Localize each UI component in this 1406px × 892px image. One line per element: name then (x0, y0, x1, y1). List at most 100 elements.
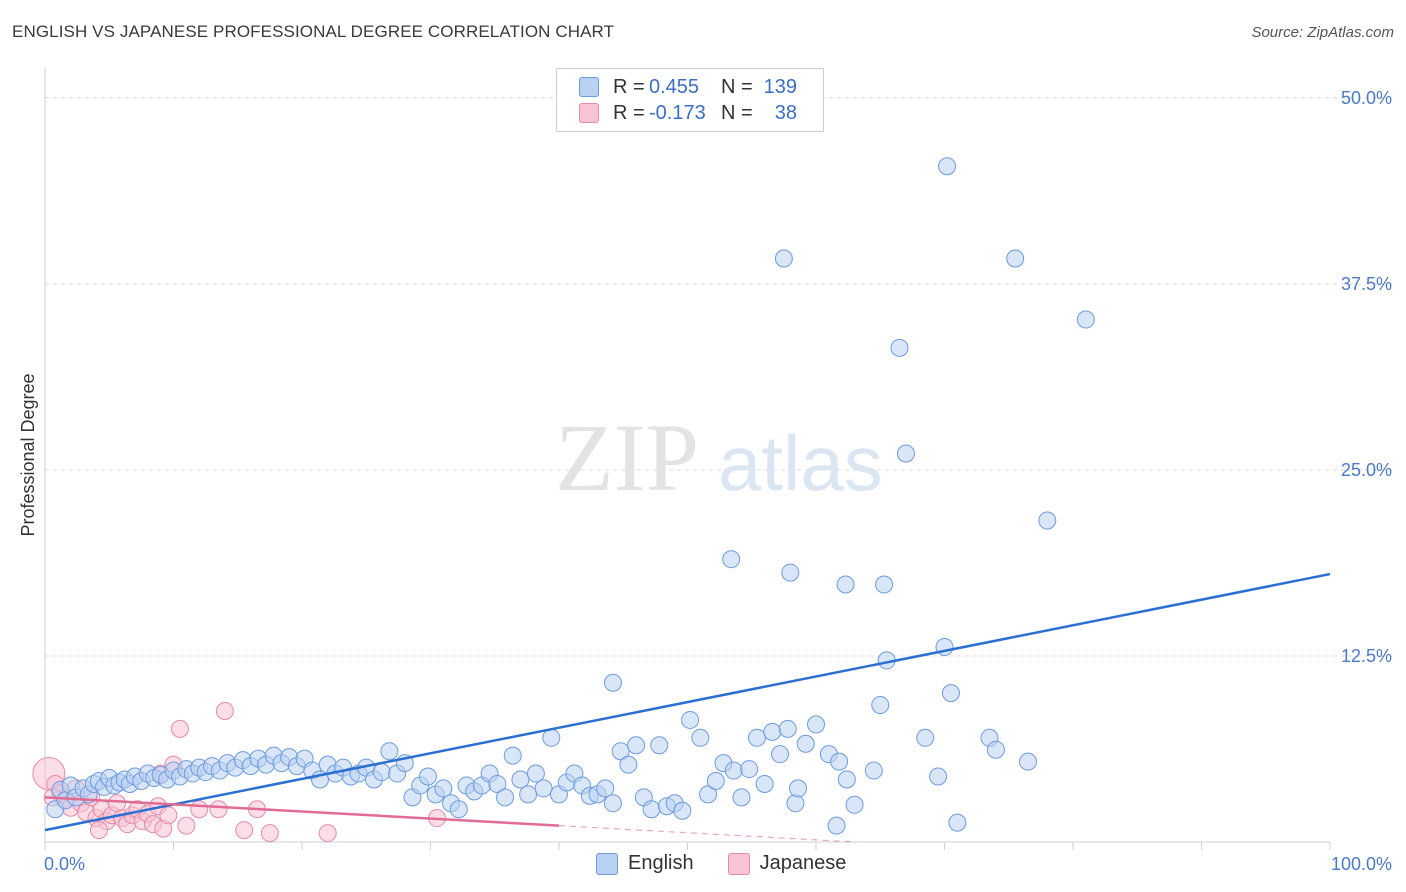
english-point (740, 760, 759, 779)
english-point (449, 800, 468, 819)
english-point (488, 774, 507, 793)
watermark-atlas: atlas (718, 419, 883, 507)
english-point (1038, 511, 1057, 530)
english-point (722, 550, 741, 569)
x-tick-label-0: 0.0% (44, 854, 85, 874)
trend-lines (44, 572, 1331, 843)
legend-item-english[interactable]: English (596, 852, 694, 875)
y-axis-label: Professional Degree (18, 373, 38, 536)
english-point (916, 728, 935, 747)
english-point (781, 563, 800, 582)
y-tick-label-0: 12.5% (1341, 646, 1392, 666)
english-point (603, 794, 622, 813)
english-point (941, 684, 960, 703)
english-point (526, 764, 545, 783)
english-point (372, 763, 391, 782)
y-tick-label-2: 37.5% (1341, 274, 1392, 294)
english-point (673, 801, 692, 820)
axes (44, 68, 1331, 850)
english-point (986, 740, 1005, 759)
english-point (774, 249, 793, 268)
english-point (503, 746, 522, 765)
japanese-point (177, 816, 196, 835)
english-point (724, 761, 743, 780)
japanese-point (235, 821, 254, 840)
english-point (691, 728, 710, 747)
y-tick-label-1: 25.0% (1341, 460, 1392, 480)
japanese-point (260, 824, 279, 843)
japanese-point (190, 800, 209, 819)
english-point (1076, 310, 1095, 329)
english-point (650, 736, 669, 755)
english-n-value: 139 (763, 75, 797, 98)
english-point (890, 338, 909, 357)
english-trend-line (44, 572, 1331, 832)
y-tick-labels: 12.5% 25.0% 37.5% 50.0% (1341, 88, 1392, 666)
english-point (929, 767, 948, 786)
watermark: ZIP atlas (555, 404, 883, 511)
english-point (755, 774, 774, 793)
japanese-r-label: R = (613, 101, 645, 124)
english-point (496, 788, 515, 807)
japanese-point (215, 702, 234, 721)
legend-row-english: R = 0.455 N = 139 (579, 74, 797, 100)
grid-lines (45, 97, 1392, 657)
english-point (875, 575, 894, 594)
english-point (534, 779, 553, 798)
english-point (627, 736, 646, 755)
japanese-legend-swatch (727, 852, 750, 875)
english-r-value: 0.455 (649, 75, 700, 98)
english-point (864, 761, 883, 780)
english-point (896, 444, 915, 463)
english-point (511, 770, 530, 789)
english-point (418, 767, 437, 786)
english-swatch (579, 77, 599, 97)
japanese-trend-line (44, 796, 560, 827)
english-point (1006, 249, 1025, 268)
english-point (706, 771, 725, 790)
chart-title: ENGLISH VS JAPANESE PROFESSIONAL DEGREE … (12, 22, 615, 41)
english-n-label: N = (721, 75, 753, 98)
english-points (46, 111, 1095, 835)
english-point (778, 719, 797, 738)
english-point (732, 788, 751, 807)
english-point (789, 779, 808, 798)
english-legend-label: English (628, 852, 694, 874)
english-point (642, 800, 661, 819)
english-point (1019, 752, 1038, 771)
english-point (619, 755, 638, 774)
series-legend: English Japanese (596, 852, 880, 875)
source-label: Source: ZipAtlas.com (1251, 24, 1394, 41)
english-point (836, 575, 855, 594)
english-point (747, 728, 766, 747)
y-tick-label-3: 50.0% (1341, 88, 1392, 108)
english-point (519, 785, 538, 804)
english-point (603, 673, 622, 692)
japanese-legend-label: Japanese (759, 852, 847, 874)
english-legend-swatch (596, 852, 618, 875)
english-point (796, 734, 815, 753)
japanese-n-label: N = (721, 101, 753, 124)
japanese-point (209, 800, 228, 819)
english-point (845, 795, 864, 814)
english-point (837, 770, 856, 789)
x-tick-label-1: 100.0% (1331, 854, 1392, 874)
japanese-trend-extension (558, 825, 855, 843)
english-point (807, 715, 825, 734)
english-point (871, 696, 890, 715)
english-point (771, 745, 790, 764)
japanese-point (89, 821, 108, 840)
english-point (699, 785, 718, 804)
english-point (434, 779, 453, 798)
english-point (611, 742, 630, 761)
japanese-point (318, 824, 337, 843)
x-tick-labels: 0.0% 100.0% (44, 854, 1392, 874)
japanese-n-value: 38 (774, 101, 797, 124)
legend-row-japanese: R = -0.173 N = 38 (579, 100, 797, 126)
japanese-swatch (579, 103, 599, 123)
japanese-point (159, 806, 178, 825)
english-point (948, 813, 967, 832)
japanese-r-value: -0.173 (649, 101, 706, 124)
legend-item-japanese[interactable]: Japanese (727, 852, 847, 875)
